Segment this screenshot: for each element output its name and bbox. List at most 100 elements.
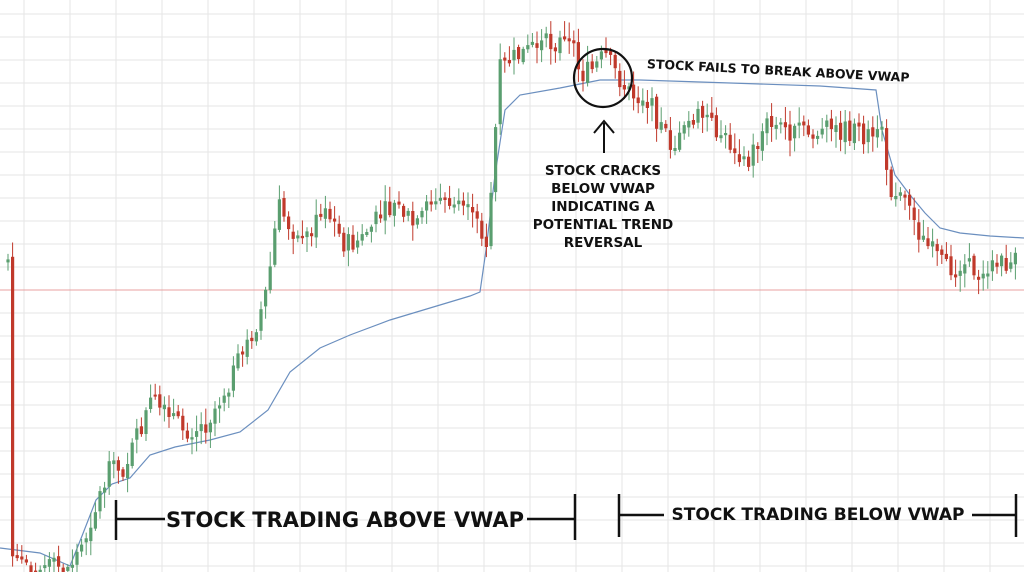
candle-body: [365, 232, 369, 235]
candle: [57, 545, 61, 575]
candle: [770, 103, 774, 142]
candle-body: [176, 411, 180, 417]
candle-body: [135, 428, 139, 440]
candle-body: [406, 210, 410, 216]
candle-body: [912, 207, 916, 220]
candle-body: [264, 289, 268, 307]
candle-body: [678, 132, 682, 150]
candle: [650, 87, 654, 122]
candle: [259, 301, 263, 340]
candle: [190, 428, 194, 455]
candle-body: [172, 413, 176, 417]
candle: [1013, 247, 1017, 280]
candle: [834, 116, 838, 148]
candle: [926, 227, 930, 250]
candle-body: [351, 234, 355, 250]
candle-body: [553, 47, 557, 52]
candle: [397, 191, 401, 209]
candle: [328, 201, 332, 223]
candle-body: [259, 309, 263, 331]
candle: [208, 419, 212, 448]
candle-body: [728, 134, 732, 150]
candle: [6, 253, 10, 271]
candle: [613, 51, 617, 79]
candle-body: [369, 226, 373, 232]
crack-label-line-5: REVERSAL: [564, 235, 643, 251]
candle-body: [204, 424, 208, 433]
candle: [425, 195, 429, 224]
candle-body: [618, 70, 622, 88]
up-arrow-icon: [593, 119, 615, 153]
candle-body: [507, 60, 511, 64]
candle: [760, 123, 764, 161]
candle-body: [567, 38, 571, 42]
candle: [121, 467, 125, 481]
crack-label-line-2: BELOW VWAP: [551, 181, 655, 197]
candle: [765, 112, 769, 146]
candle-body: [383, 201, 387, 221]
candle: [314, 199, 318, 248]
candle-body: [43, 565, 47, 569]
candle-body: [990, 260, 994, 272]
candle: [195, 415, 199, 452]
candle-body: [277, 199, 281, 230]
candle: [917, 209, 921, 253]
candle: [931, 228, 935, 258]
candle: [305, 227, 309, 252]
candle: [696, 101, 700, 129]
candle-body: [949, 256, 953, 276]
candle: [277, 185, 281, 233]
candle: [986, 261, 990, 289]
candle: [797, 107, 801, 139]
candle: [227, 388, 231, 408]
candle-body: [310, 233, 314, 237]
candle-body: [425, 201, 429, 211]
candle: [852, 118, 856, 150]
candle-body: [314, 214, 318, 238]
candle: [103, 481, 107, 508]
candle-body: [645, 101, 649, 108]
candle-body: [494, 127, 498, 193]
candle-body: [208, 422, 212, 433]
candle: [733, 133, 737, 165]
candle: [655, 93, 659, 142]
candle-body: [222, 395, 226, 403]
candle: [172, 398, 176, 420]
candle-body: [153, 394, 157, 397]
candle: [618, 63, 622, 97]
candle: [535, 31, 539, 64]
candle-body: [793, 125, 797, 139]
candle: [15, 543, 19, 562]
candle-body: [149, 397, 153, 409]
candle: [489, 182, 493, 250]
candle: [107, 451, 111, 495]
candle-body: [544, 33, 548, 39]
candle: [461, 192, 465, 216]
candle: [342, 227, 346, 257]
candle-body: [963, 264, 967, 274]
candle-body: [829, 118, 833, 130]
candle-body: [121, 469, 125, 477]
candle-body: [268, 266, 272, 290]
candle-body: [894, 196, 898, 200]
candle: [310, 227, 314, 247]
candle-body: [558, 37, 562, 54]
candle: [724, 125, 728, 149]
candle: [590, 54, 594, 74]
candle-body: [940, 249, 944, 255]
candle: [365, 228, 369, 237]
candle-body: [429, 201, 433, 205]
candle: [406, 208, 410, 222]
candle: [346, 227, 350, 267]
candle: [144, 407, 148, 441]
candle: [995, 254, 999, 274]
candle-body: [958, 270, 962, 276]
crack-label-line-3: INDICATING A: [551, 199, 655, 215]
candle-body: [498, 59, 502, 125]
candle-body: [185, 430, 189, 439]
candle: [857, 113, 861, 142]
candle: [383, 185, 387, 235]
